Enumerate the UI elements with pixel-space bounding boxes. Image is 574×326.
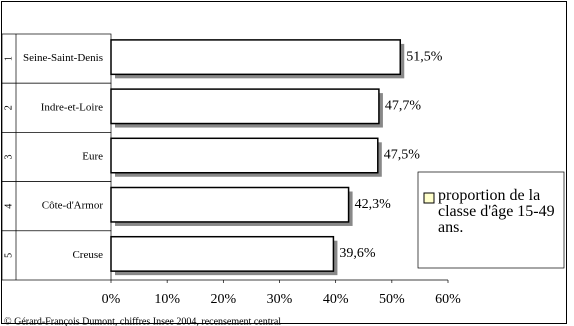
x-tick-label: 60% xyxy=(435,292,461,307)
x-tick-label: 30% xyxy=(267,292,293,307)
rank-label: 1 xyxy=(3,56,14,61)
legend-swatch xyxy=(423,192,435,204)
x-tick-label: 10% xyxy=(154,292,180,307)
legend-label: proportion de la classe d'âge 15-49 ans. xyxy=(438,188,555,236)
rank-label: 3 xyxy=(3,155,14,160)
rank-label: 5 xyxy=(3,253,14,258)
value-label: 42,3% xyxy=(355,197,392,212)
legend-box xyxy=(417,171,565,269)
x-tick-label: 50% xyxy=(379,292,405,307)
x-tick-label: 0% xyxy=(102,292,121,307)
category-label: Indre-et-Loire xyxy=(41,101,103,113)
rank-label: 4 xyxy=(3,204,14,209)
rank-label: 2 xyxy=(3,105,14,110)
bar xyxy=(110,39,402,76)
bar xyxy=(110,186,350,223)
category-label: Seine-Saint-Denis xyxy=(23,52,103,64)
bar xyxy=(110,88,380,125)
bar xyxy=(110,235,335,272)
frame xyxy=(1,1,567,324)
x-tick-label: 20% xyxy=(210,292,236,307)
category-label: Côte-d'Armor xyxy=(42,200,104,212)
category-cell xyxy=(1,181,112,232)
category-cell xyxy=(1,33,112,84)
value-label: 47,5% xyxy=(384,148,421,163)
value-label: 47,7% xyxy=(385,99,422,114)
category-cell xyxy=(1,132,112,182)
value-label: 39,6% xyxy=(339,246,376,261)
source: © Gérard-François Dumont, chiffres Insee… xyxy=(4,316,281,326)
category-label: Creuse xyxy=(72,249,103,261)
value-label: 51,5% xyxy=(406,49,443,64)
category-label: Eure xyxy=(82,151,103,163)
x-tick-label: 40% xyxy=(323,292,349,307)
legend-entry: proportion de la classe d'âge 15-49 ans. xyxy=(438,188,555,236)
bar xyxy=(110,137,379,174)
category-cell xyxy=(1,230,112,281)
